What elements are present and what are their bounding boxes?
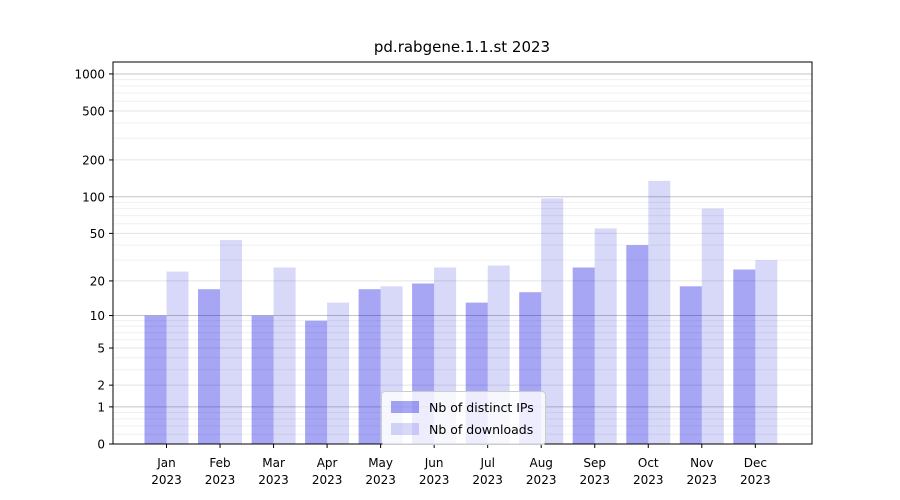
y-tick-label: 1 [97,400,105,414]
bar-nb-of-distinct-ips [733,269,756,444]
legend-swatch-distinct-ips [391,401,419,413]
x-tick-label-month: Sep [583,456,606,470]
x-tick-label-month: Jan [156,456,176,470]
x-tick-label-year: 2023 [740,473,771,487]
x-tick-label-month: May [368,456,393,470]
y-tick-label: 50 [90,227,105,241]
y-tick-label: 0 [97,438,105,452]
bar-nb-of-downloads [220,240,242,444]
chart-title: pd.rabgene.1.1.st 2023 [374,38,550,56]
bar-nb-of-downloads [166,271,189,444]
x-tick-label-year: 2023 [472,473,503,487]
bar-nb-of-downloads [273,267,296,444]
legend: Nb of distinct IPs Nb of downloads [381,391,546,445]
y-tick-label: 5 [97,342,105,356]
legend-swatch-downloads [391,423,419,435]
legend-item-distinct-ips: Nb of distinct IPs [391,397,534,417]
x-tick-label-year: 2023 [419,473,450,487]
legend-label-distinct-ips: Nb of distinct IPs [429,399,534,415]
x-tick-label-month: Dec [744,456,767,470]
x-tick-label-year: 2023 [526,473,557,487]
x-tick-label-month: Nov [690,456,713,470]
bar-nb-of-distinct-ips [251,315,274,444]
y-tick-label: 2 [97,379,105,393]
x-tick-label-year: 2023 [365,473,396,487]
bar-nb-of-downloads [594,228,617,444]
x-tick-label-year: 2023 [687,473,718,487]
y-tick-label: 200 [82,153,105,167]
x-tick-label-month: Jun [424,456,444,470]
legend-item-downloads: Nb of downloads [391,419,534,439]
bar-nb-of-downloads [648,180,671,444]
x-tick-label-month: Apr [317,456,338,470]
bar-nb-of-downloads [541,198,564,444]
bar-nb-of-downloads [701,208,724,444]
x-tick-label-year: 2023 [205,473,236,487]
y-tick-label: 100 [82,190,105,204]
legend-label-downloads: Nb of downloads [429,421,534,437]
x-tick-label-year: 2023 [579,473,610,487]
x-tick-label-month: Jul [479,456,494,470]
x-tick-label-year: 2023 [151,473,182,487]
y-tick-label: 1000 [74,67,105,81]
x-tick-label-month: Oct [638,456,659,470]
bar-nb-of-distinct-ips [305,320,328,444]
x-tick-label-year: 2023 [312,473,343,487]
bar-nb-of-downloads [755,260,778,444]
bar-nb-of-distinct-ips [572,267,595,444]
x-tick-label-month: Aug [529,456,552,470]
x-tick-label-month: Feb [209,456,230,470]
bar-nb-of-downloads [327,302,350,444]
x-tick-label-year: 2023 [633,473,664,487]
bar-nb-of-distinct-ips [626,245,649,444]
x-tick-label-month: Mar [262,456,285,470]
bar-nb-of-distinct-ips [679,286,702,444]
y-tick-label: 500 [82,105,105,119]
bar-nb-of-distinct-ips [358,289,381,444]
bar-nb-of-distinct-ips [198,289,220,444]
x-tick-label-year: 2023 [258,473,289,487]
bar-nb-of-distinct-ips [144,315,167,444]
y-tick-label: 10 [90,309,105,323]
y-tick-label: 20 [90,274,105,288]
